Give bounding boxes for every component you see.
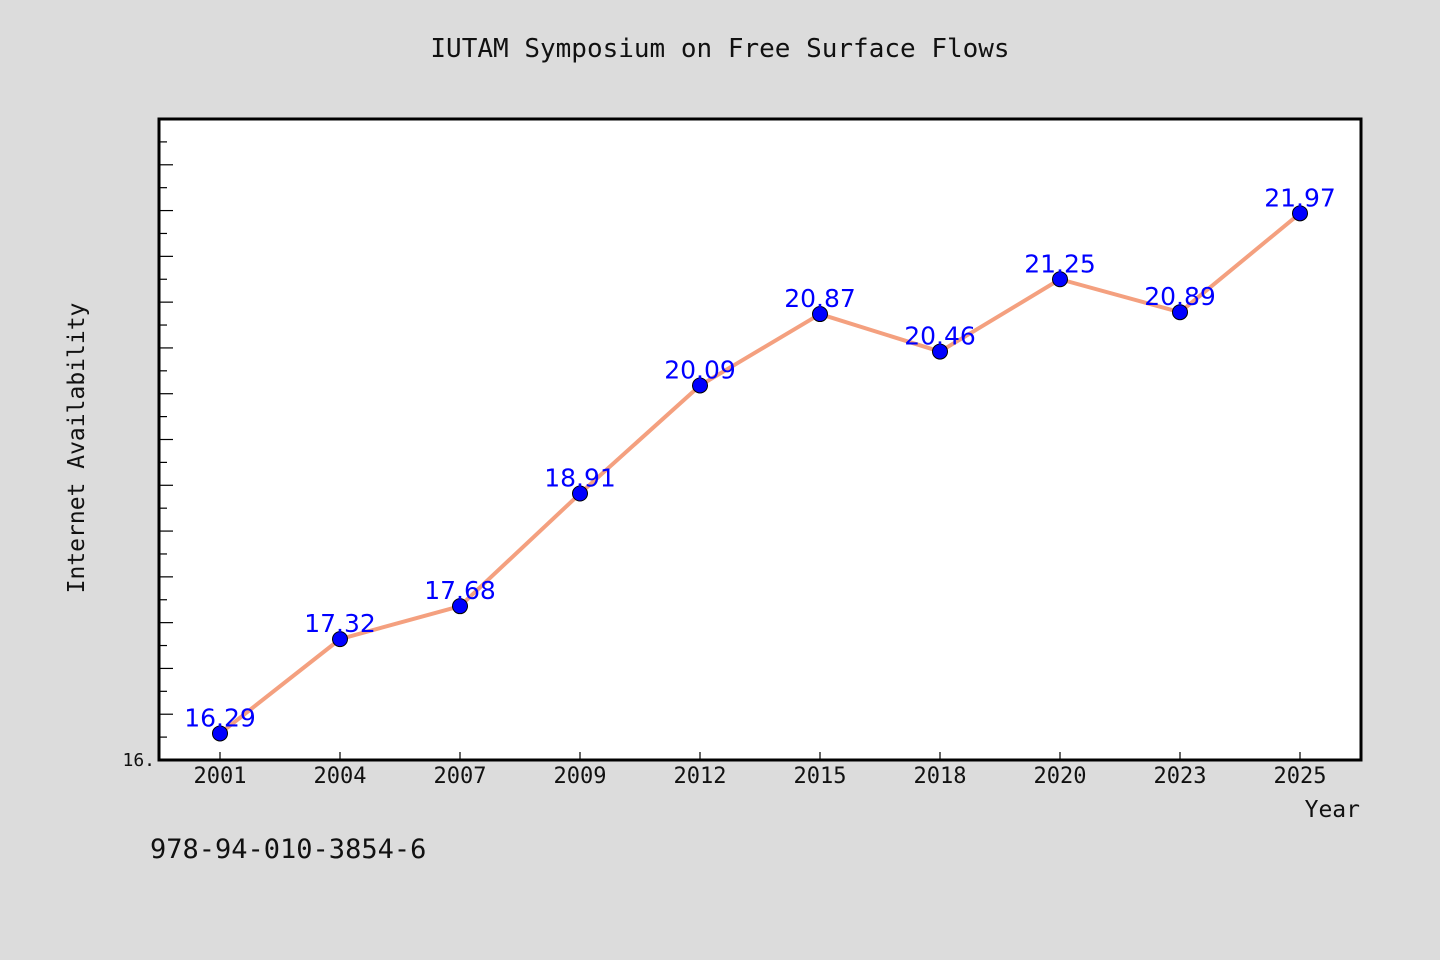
series-line: [218, 211, 1302, 736]
x-tick-label: 2025: [1274, 764, 1327, 789]
x-axis-label: Year: [1305, 797, 1360, 823]
data-point-2004: [332, 631, 348, 648]
data-point-2020: [1052, 271, 1068, 288]
y-tick-label: 16.: [122, 750, 155, 771]
data-label-2007: 17.68: [424, 576, 496, 605]
y-axis-tick-labels: 16.: [122, 750, 155, 771]
data-point-2025: [1292, 205, 1308, 222]
x-tick-label: 2012: [674, 764, 727, 789]
x-axis-tick-labels: 2001 2004 2007 2009 2012 2015 2018 2020 2023 2025: [194, 764, 1327, 789]
data-point-2001: [212, 725, 228, 742]
data-label-2015: 20.87: [784, 284, 856, 313]
data-label-2025: 21.97: [1264, 183, 1336, 212]
x-tick-label: 2004: [314, 764, 367, 789]
x-tick-label: 2015: [794, 764, 847, 789]
y-axis-label: Internet Availability: [64, 303, 90, 594]
y-axis-ticks: [159, 118, 173, 761]
x-tick-label: 2007: [434, 764, 487, 789]
x-axis-ticks: [219, 752, 1301, 760]
data-label-2020: 21.25: [1024, 249, 1096, 278]
data-label-2018: 20.46: [904, 322, 976, 351]
x-tick-label: 2009: [554, 764, 607, 789]
data-labels: 16.29 17.32 17.68 18.91 20.09 20.87 20.46 21.25…: [184, 183, 1336, 732]
data-label-2012: 20.09: [664, 355, 736, 384]
data-label-2023: 20.89: [1144, 282, 1216, 311]
data-point-2015: [812, 306, 828, 323]
data-label-2001: 16.29: [184, 703, 256, 732]
data-point-2023: [1172, 304, 1188, 321]
x-tick-label: 2018: [914, 764, 967, 789]
data-point-2012: [692, 377, 708, 394]
x-tick-label: 2001: [194, 764, 247, 789]
data-point-2018: [932, 343, 948, 360]
data-point-2009: [572, 485, 588, 502]
isbn-label: 978-94-010-3854-6: [150, 834, 427, 865]
chart-title: IUTAM Symposium on Free Surface Flows: [430, 34, 1010, 64]
data-label-2009: 18.91: [544, 464, 616, 493]
x-tick-label: 2020: [1034, 764, 1087, 789]
data-markers: [212, 205, 1308, 742]
data-label-2004: 17.32: [304, 609, 376, 638]
x-tick-label: 2023: [1154, 764, 1207, 789]
data-point-2007: [452, 598, 468, 615]
plot-area: [157, 117, 1363, 762]
